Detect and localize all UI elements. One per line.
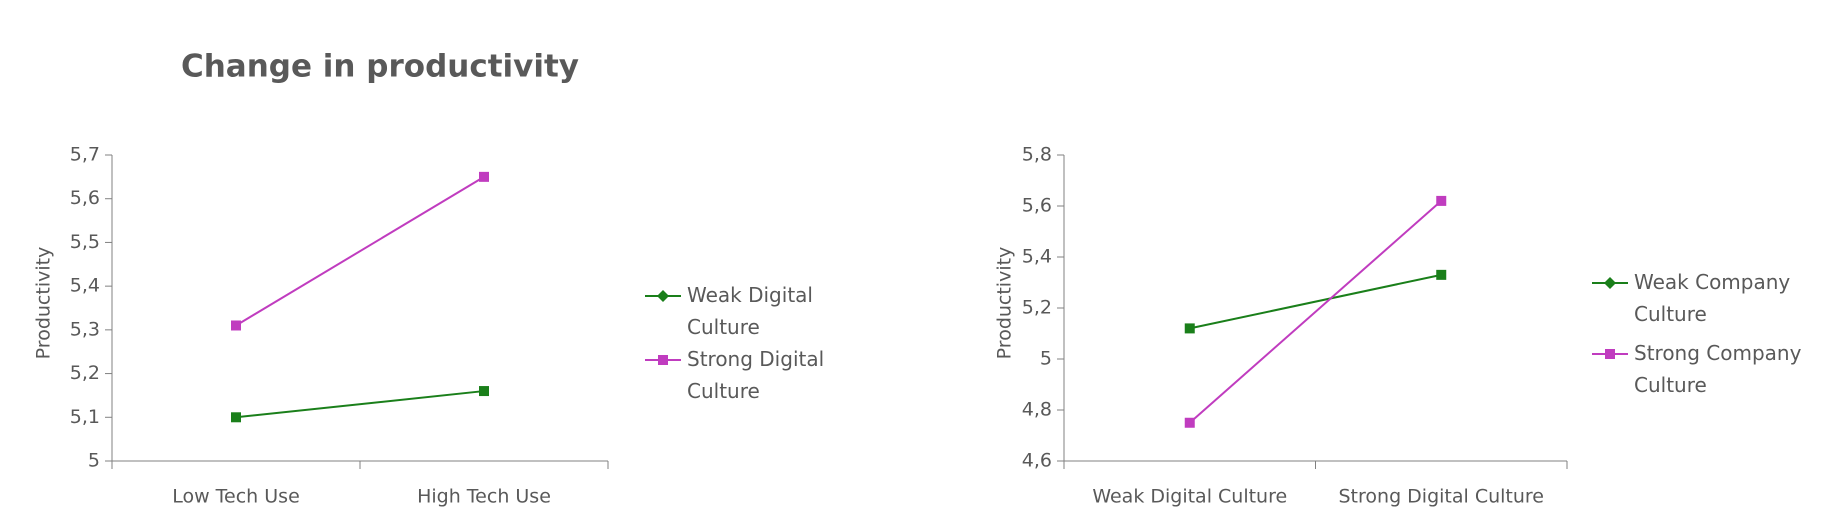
y-tick-label: 5,3 [70, 318, 100, 340]
data-point [1436, 195, 1447, 206]
y-tick-label: 5,6 [70, 187, 100, 209]
y-axis-label: Productivity [33, 247, 55, 360]
data-point [1184, 417, 1195, 428]
x-tick-label: High Tech Use [417, 486, 551, 508]
y-tick-label: 5,2 [1022, 297, 1052, 319]
data-point [1436, 269, 1447, 280]
legend-label: Strong Digital Culture [687, 347, 825, 403]
x-tick-label: Strong Digital Culture [1339, 486, 1545, 508]
y-tick-label: 5,4 [1022, 246, 1052, 268]
data-point [1184, 323, 1195, 334]
y-tick-label: 4,8 [1022, 399, 1052, 421]
data-point [231, 320, 241, 331]
y-tick-label: 4,6 [1022, 450, 1052, 472]
legend-marker [1605, 349, 1615, 359]
y-tick-label: 5 [88, 450, 100, 472]
data-point [231, 412, 241, 423]
y-tick-label: 5,1 [70, 406, 100, 428]
legend-marker [657, 290, 669, 302]
y-tick-label: 5,7 [70, 144, 100, 166]
series-line [1189, 200, 1442, 424]
data-point [479, 171, 489, 182]
legend-label: Strong Company Culture [1634, 341, 1802, 397]
y-tick-label: 5,8 [1022, 144, 1052, 166]
y-tick-label: 5,6 [1022, 195, 1052, 217]
series-line [235, 175, 485, 327]
series-line [235, 390, 485, 419]
y-tick-label: 5,5 [70, 231, 100, 253]
series-line [1189, 273, 1442, 330]
y-tick-label: 5 [1040, 348, 1052, 370]
chart-title: Change in productivity [181, 49, 579, 85]
data-point [479, 386, 489, 397]
y-tick-label: 5,4 [70, 275, 100, 297]
legend-marker [658, 355, 668, 365]
x-tick-label: Weak Digital Culture [1092, 486, 1287, 508]
y-tick-label: 5,2 [70, 362, 100, 384]
y-axis-label: Productivity [994, 247, 1016, 360]
legend-label: Weak Company Culture [1634, 270, 1791, 326]
x-tick-label: Low Tech Use [172, 486, 300, 508]
legend-marker [1604, 277, 1616, 289]
legend-label: Weak Digital Culture [687, 283, 813, 339]
